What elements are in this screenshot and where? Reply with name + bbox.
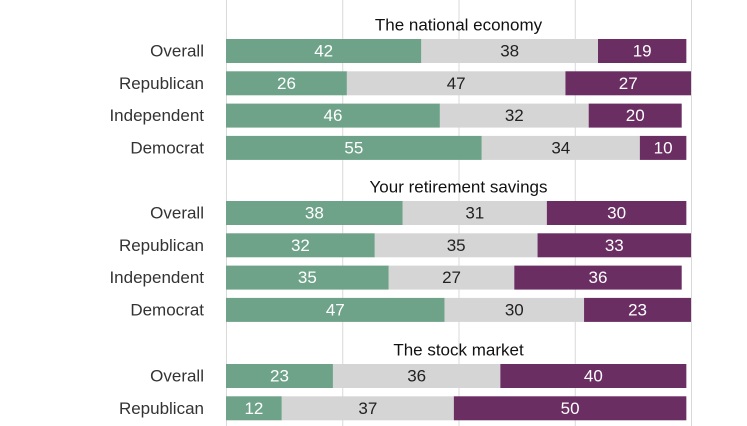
bar-segment	[226, 103, 440, 128]
bar-segment	[346, 71, 566, 96]
bar-segment	[514, 265, 682, 290]
bar-segment	[226, 297, 445, 322]
bar-segment	[584, 297, 691, 322]
group-title: The stock market	[393, 341, 524, 360]
data-label: 19	[633, 42, 652, 61]
bar-segment	[374, 233, 538, 258]
data-label: 32	[291, 236, 310, 255]
bar-segment	[226, 233, 375, 258]
group-title: The national economy	[375, 16, 543, 35]
category-label: Republican	[119, 236, 204, 255]
bar-segment	[226, 396, 282, 421]
bar-segment	[226, 201, 403, 225]
data-label: 35	[298, 268, 317, 287]
data-label: 47	[326, 300, 345, 319]
bar-segment	[281, 396, 454, 421]
data-label: 27	[442, 268, 461, 287]
data-label: 34	[551, 138, 570, 157]
bar-segment	[546, 201, 687, 225]
data-label: 23	[628, 300, 647, 319]
data-label: 36	[589, 268, 608, 287]
data-label: 20	[626, 106, 645, 125]
data-label: 10	[654, 138, 673, 157]
data-label: 12	[244, 399, 263, 418]
data-label: 46	[323, 106, 342, 125]
category-label: Republican	[119, 399, 204, 418]
data-label: 50	[561, 399, 580, 418]
data-label: 38	[305, 204, 324, 223]
bar-segment	[565, 71, 691, 96]
bar-segment	[226, 39, 422, 63]
data-label: 26	[277, 74, 296, 93]
data-label: 30	[607, 204, 626, 223]
bar-segment	[453, 396, 687, 421]
bar-segment	[226, 364, 333, 388]
data-label: 32	[505, 106, 524, 125]
data-label: 27	[619, 74, 638, 93]
category-label: Independent	[109, 106, 204, 125]
bar-segment	[444, 297, 585, 322]
category-label: Independent	[109, 268, 204, 287]
bar-segment	[332, 364, 501, 388]
data-label: 38	[500, 42, 519, 61]
data-label: 47	[447, 74, 466, 93]
bar-segment	[537, 233, 691, 258]
bar-segment	[639, 135, 687, 160]
category-label: Overall	[150, 42, 204, 61]
data-label: 40	[584, 367, 603, 386]
data-label: 31	[465, 204, 484, 223]
bar-segment	[226, 71, 347, 96]
bar-segment	[598, 39, 687, 63]
bar-segment	[402, 201, 547, 225]
category-label: Democrat	[130, 138, 204, 157]
data-label: 36	[407, 367, 426, 386]
bar-segment	[226, 265, 389, 290]
category-label: Overall	[150, 367, 204, 386]
bar-segment	[421, 39, 598, 63]
data-label: 42	[314, 42, 333, 61]
bar-segment	[481, 135, 640, 160]
data-label: 35	[447, 236, 466, 255]
data-label: 55	[344, 138, 363, 157]
data-label: 37	[358, 399, 377, 418]
bar-segment	[226, 135, 482, 160]
data-label: 33	[605, 236, 624, 255]
category-label: Overall	[150, 204, 204, 223]
bar-segment	[500, 364, 687, 388]
bar-segment	[388, 265, 515, 290]
data-label: 30	[505, 300, 524, 319]
category-label: Democrat	[130, 300, 204, 319]
bar-segment	[588, 103, 682, 128]
data-label: 23	[270, 367, 289, 386]
bar-segment	[439, 103, 589, 128]
category-label: Republican	[119, 74, 204, 93]
group-title: Your retirement savings	[370, 178, 548, 197]
